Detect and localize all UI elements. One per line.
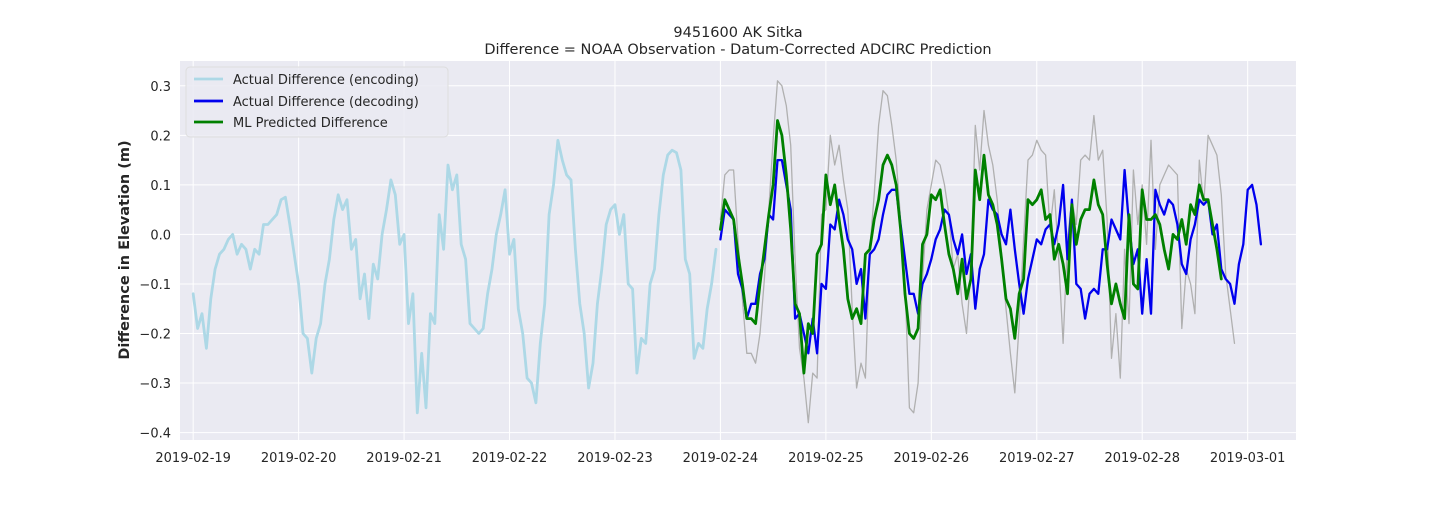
y-tick-label: 0.3 bbox=[150, 80, 171, 95]
x-tick-label: 2019-02-19 bbox=[155, 451, 231, 466]
x-tick-label: 2019-02-21 bbox=[366, 451, 442, 466]
series-layer bbox=[191, 80, 1263, 424]
legend-label-decoding: Actual Difference (decoding) bbox=[233, 95, 419, 110]
x-tick-label: 2019-02-27 bbox=[999, 451, 1075, 466]
y-tick-label: 0.2 bbox=[150, 129, 171, 144]
legend-label-encoding: Actual Difference (encoding) bbox=[233, 73, 419, 88]
series-line-ml-predicted bbox=[719, 119, 1223, 375]
legend-box bbox=[185, 66, 449, 138]
y-tick-label: −0.2 bbox=[139, 327, 171, 342]
series-line-decoding bbox=[719, 158, 1263, 355]
x-axis-ticks: 2019-02-19 2019-02-20 2019-02-21 2019-02-22… bbox=[155, 451, 1285, 466]
chart-title: 9451600 AK Sitka bbox=[673, 25, 802, 41]
x-tick-label: 2019-02-25 bbox=[788, 451, 864, 466]
x-tick-label: 2019-02-22 bbox=[472, 451, 548, 466]
series-line-encoding bbox=[191, 138, 718, 415]
chart-subtitle: Difference = NOAA Observation - Datum-Co… bbox=[484, 42, 991, 58]
x-tick-label: 2019-02-24 bbox=[683, 451, 759, 466]
y-tick-label: −0.4 bbox=[139, 427, 171, 442]
x-tick-label: 2019-02-20 bbox=[261, 451, 337, 466]
series-line-reference-gray bbox=[719, 80, 1236, 424]
x-tick-label: 2019-02-26 bbox=[894, 451, 970, 466]
y-tick-label: −0.3 bbox=[139, 377, 171, 392]
x-tick-label: 2019-03-01 bbox=[1210, 451, 1286, 466]
x-tick-label: 2019-02-23 bbox=[577, 451, 653, 466]
y-axis-ticks: 0.3 0.2 0.1 0.0 −0.1 −0.2 −0.3 −0.4 bbox=[139, 80, 171, 442]
y-tick-label: 0.1 bbox=[150, 179, 171, 194]
x-tick-label: 2019-02-28 bbox=[1104, 451, 1180, 466]
y-axis-label: Difference in Elevation (m) bbox=[117, 140, 133, 359]
y-tick-label: −0.1 bbox=[139, 278, 171, 293]
legend-label-ml: ML Predicted Difference bbox=[233, 116, 388, 131]
legend: Actual Difference (encoding) Actual Diff… bbox=[185, 66, 449, 138]
y-tick-label: 0.0 bbox=[150, 228, 171, 243]
